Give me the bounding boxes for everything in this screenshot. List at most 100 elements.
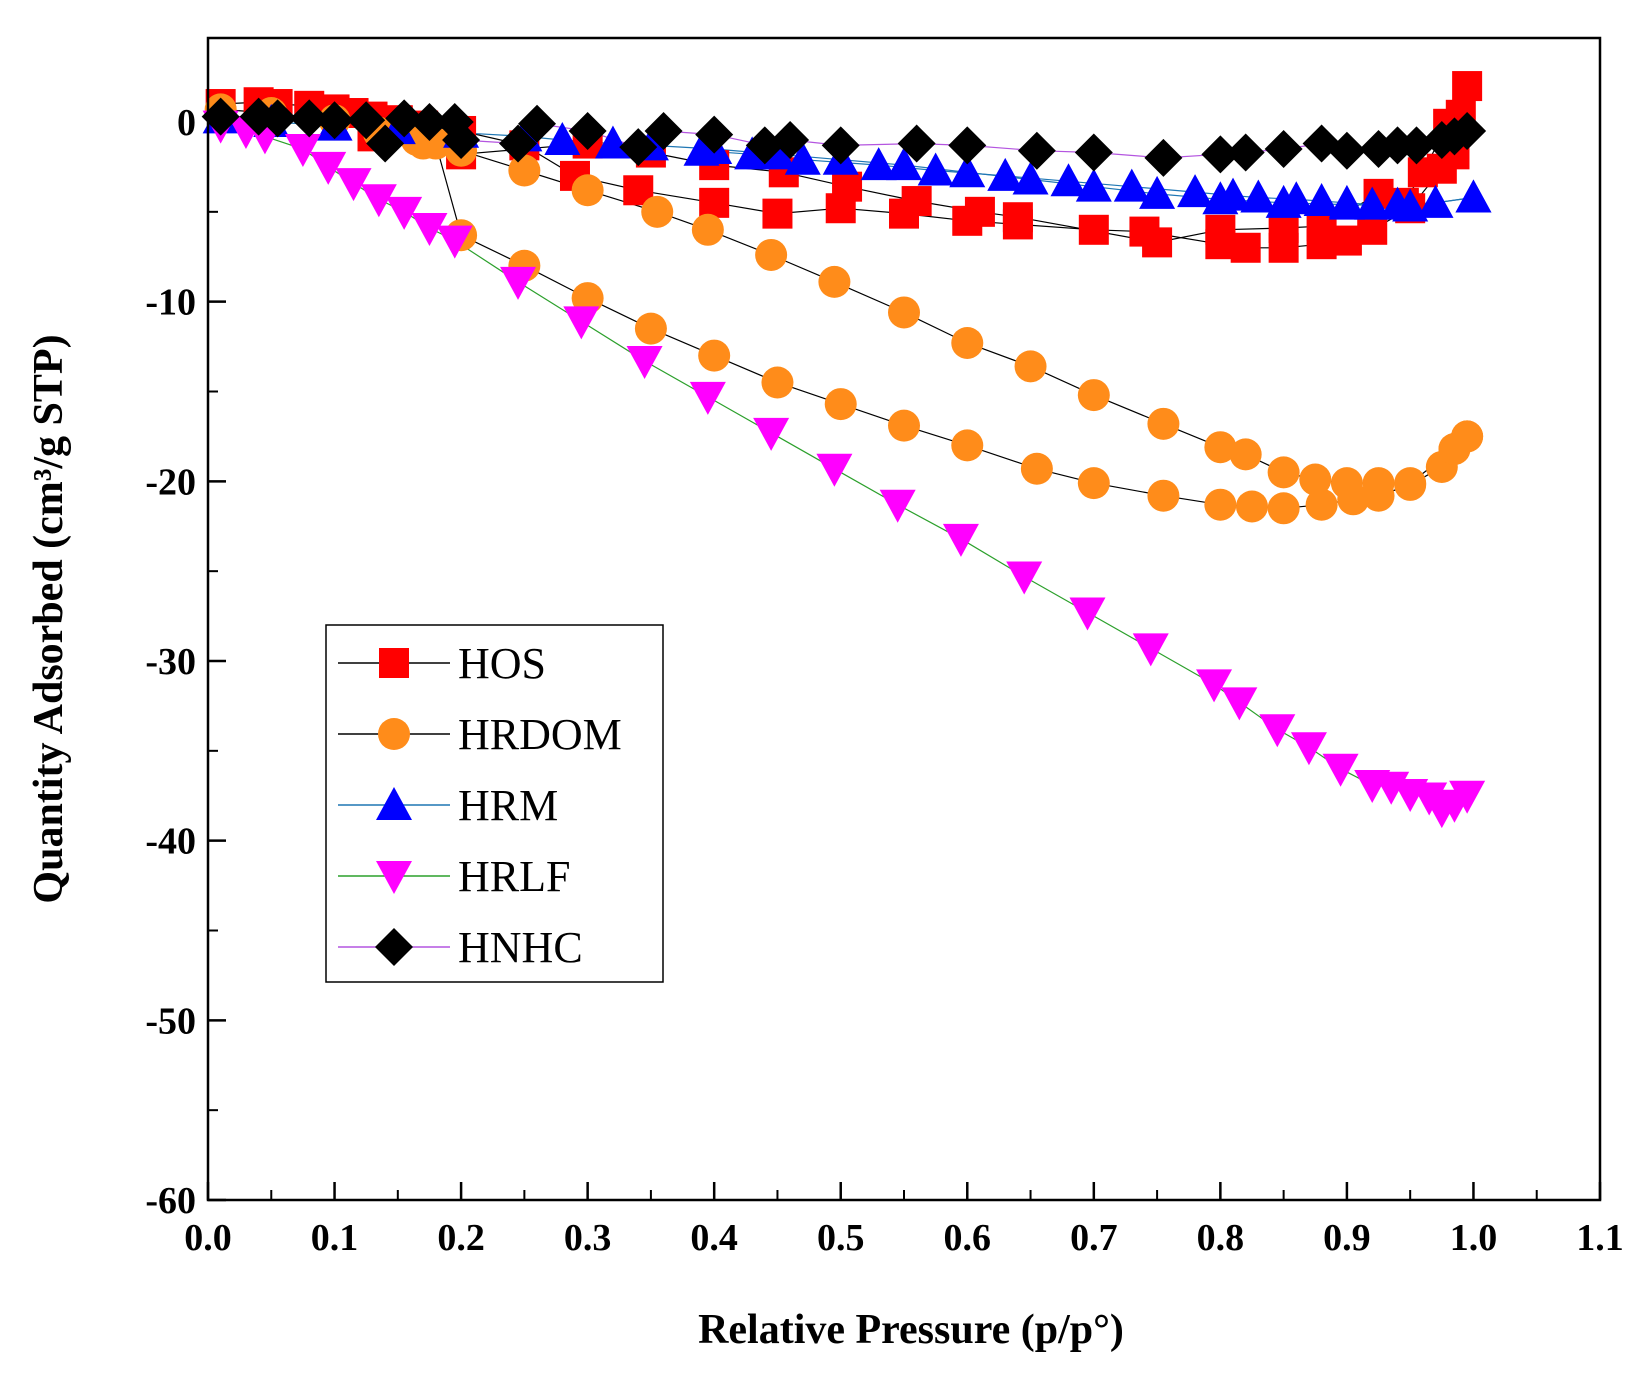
x-tick-label: 0.6	[944, 1217, 992, 1259]
data-point-hos-adsorption	[1230, 232, 1261, 263]
legend-marker	[375, 928, 413, 966]
data-point-hrdom-adsorption	[761, 366, 794, 399]
data-point-hrlf-adsorption	[436, 225, 473, 259]
data-point-hnhc-adsorption	[1448, 111, 1487, 150]
data-point-hrdom-desorption	[1330, 467, 1363, 500]
data-point-hnhc-adsorption	[366, 124, 405, 163]
data-point-hnhc-adsorption	[499, 124, 538, 163]
data-point-hrdom-desorption	[691, 213, 724, 246]
data-point-hrlf-adsorption	[1196, 669, 1233, 703]
y-tick-label: 0	[177, 102, 196, 144]
data-point-hnhc-adsorption	[385, 99, 424, 138]
data-point-hrdom-adsorption	[1147, 479, 1180, 512]
data-point-hnhc-adsorption	[201, 97, 240, 136]
data-point-hnhc-adsorption	[1327, 131, 1366, 170]
data-point-hrdom-desorption	[818, 265, 851, 298]
data-point-hrm-desorption	[987, 157, 1024, 191]
data-point-hrm-adsorption	[759, 136, 796, 170]
x-tick-label: 0.7	[1070, 1217, 1118, 1259]
data-point-hos-desorption	[1142, 227, 1173, 258]
data-point-hrm-desorption	[683, 132, 720, 166]
data-point-hnhc-adsorption	[442, 120, 481, 159]
data-point-hrlf-adsorption	[816, 453, 853, 487]
data-point-hrlf-adsorption	[689, 381, 726, 415]
data-point-hrlf-adsorption	[411, 213, 448, 247]
data-point-hos-desorption	[832, 171, 863, 202]
y-tick-label: -10	[145, 282, 196, 324]
data-point-hrm-desorption	[1455, 179, 1492, 213]
data-point-hrm-desorption	[1215, 177, 1252, 211]
data-point-hnhc-adsorption	[347, 101, 386, 140]
data-point-hrlf-adsorption	[1449, 780, 1486, 814]
data-point-hrm-desorption	[1113, 168, 1150, 202]
data-point-hos-adsorption	[699, 187, 730, 218]
data-point-hnhc-adsorption	[1144, 138, 1183, 177]
data-point-hrlf-adsorption	[335, 168, 372, 202]
data-point-hrlf-adsorption	[942, 523, 979, 557]
data-point-hrdom-adsorption	[1267, 492, 1300, 525]
data-point-hnhc-adsorption	[290, 99, 329, 138]
data-point-hrlf-adsorption	[1132, 633, 1169, 667]
data-point-hos-adsorption	[1331, 225, 1362, 256]
x-tick-label: 0.5	[817, 1217, 865, 1259]
data-point-hrdom-desorption	[1077, 379, 1110, 412]
data-point-hnhc-adsorption	[948, 126, 987, 165]
data-point-hnhc-adsorption	[568, 111, 607, 150]
y-tick-label: -60	[145, 1180, 196, 1222]
data-point-hrlf-adsorption	[626, 345, 663, 379]
x-tick-label: 0.4	[690, 1217, 738, 1259]
x-tick-label: 0.8	[1197, 1217, 1245, 1259]
legend-items: HOS HRDOM HRM HRLF HNHC	[338, 639, 622, 972]
data-point-hos-adsorption	[1078, 214, 1109, 245]
data-point-hrm-adsorption	[594, 125, 631, 159]
data-point-hrdom-desorption	[1267, 456, 1300, 489]
data-point-hnhc-adsorption	[1017, 131, 1056, 170]
data-point-hrdom-adsorption	[888, 409, 920, 442]
y-tick-label: -30	[145, 641, 196, 683]
data-point-hrdom-adsorption	[951, 429, 984, 462]
legend-marker	[379, 648, 409, 678]
legend-marker	[376, 861, 412, 894]
data-point-hnhc-adsorption	[619, 128, 658, 167]
data-point-hrlf-adsorption	[1221, 687, 1258, 721]
data-point-hrdom-desorption	[755, 238, 788, 271]
data-point-hrdom-adsorption	[1204, 488, 1237, 521]
data-point-hrdom-desorption	[571, 174, 604, 207]
legend-box	[325, 624, 664, 983]
data-point-hrdom-desorption	[1014, 350, 1047, 383]
data-point-hrlf-adsorption	[386, 196, 423, 230]
legend-marker	[376, 787, 412, 820]
data-point-hrdom-adsorption	[1236, 490, 1268, 523]
data-point-hnhc-adsorption	[1264, 129, 1303, 168]
x-tick-label: 0.9	[1323, 1217, 1371, 1259]
data-point-hrm-adsorption	[886, 147, 922, 181]
data-point-hnhc-adsorption	[1226, 133, 1265, 172]
legend-label-hrdom: HRDOM	[458, 710, 622, 759]
y-tick-label: -50	[145, 1000, 196, 1042]
data-point-hos-desorption	[1268, 213, 1299, 244]
data-point-hrm-desorption	[1050, 163, 1087, 197]
data-point-hrdom-desorption	[641, 195, 674, 228]
x-tick-label: 0.2	[437, 1217, 485, 1259]
data-point-hrm-desorption	[860, 147, 897, 181]
data-point-hrlf-adsorption	[500, 266, 537, 300]
x-tick-label: 0.0	[184, 1217, 232, 1259]
data-point-hrm-desorption	[1417, 184, 1454, 218]
data-point-hrlf-adsorption	[1290, 732, 1327, 766]
data-point-hrm-desorption	[1240, 179, 1277, 213]
series-markers	[201, 71, 1492, 829]
data-point-hrdom-desorption	[1394, 467, 1427, 500]
data-point-hnhc-adsorption	[518, 104, 557, 143]
data-point-hrdom-desorption	[1362, 467, 1395, 500]
data-point-hrlf-adsorption	[1006, 561, 1043, 595]
legend-label-hrlf: HRLF	[458, 852, 570, 901]
data-point-hrdom-adsorption	[1077, 467, 1110, 500]
legend: HOS HRDOM HRM HRLF HNHC	[325, 624, 664, 983]
data-point-hrdom-desorption	[508, 154, 541, 187]
data-point-hnhc-adsorption	[1201, 135, 1240, 174]
data-point-hrm-adsorption	[544, 121, 581, 155]
data-point-hos-desorption	[964, 196, 995, 227]
x-axis-title: Relative Pressure (p/p°)	[698, 1307, 1124, 1353]
data-point-hnhc-adsorption	[695, 115, 734, 154]
